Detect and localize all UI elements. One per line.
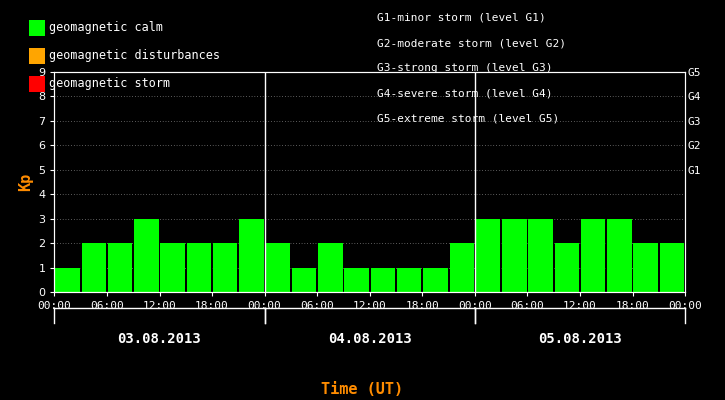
Text: G2-moderate storm (level G2): G2-moderate storm (level G2) bbox=[377, 38, 566, 48]
Text: 05.08.2013: 05.08.2013 bbox=[538, 332, 622, 346]
Bar bbox=[292, 268, 316, 292]
Text: G5-extreme storm (level G5): G5-extreme storm (level G5) bbox=[377, 114, 559, 124]
Bar bbox=[213, 243, 237, 292]
Bar bbox=[134, 219, 159, 292]
Bar bbox=[108, 243, 132, 292]
Bar bbox=[82, 243, 106, 292]
Text: G1-minor storm (level G1): G1-minor storm (level G1) bbox=[377, 13, 546, 23]
Bar bbox=[265, 243, 290, 292]
Bar bbox=[450, 243, 474, 292]
Text: G4-severe storm (level G4): G4-severe storm (level G4) bbox=[377, 89, 552, 99]
Bar bbox=[397, 268, 421, 292]
Bar bbox=[634, 243, 658, 292]
Bar bbox=[502, 219, 526, 292]
Bar bbox=[187, 243, 211, 292]
Text: G3-strong storm (level G3): G3-strong storm (level G3) bbox=[377, 64, 552, 74]
Bar bbox=[239, 219, 264, 292]
Bar bbox=[423, 268, 447, 292]
Bar bbox=[581, 219, 605, 292]
Text: 03.08.2013: 03.08.2013 bbox=[117, 332, 202, 346]
Bar bbox=[318, 243, 342, 292]
Bar bbox=[608, 219, 631, 292]
Bar bbox=[555, 243, 579, 292]
Bar bbox=[370, 268, 395, 292]
Bar bbox=[344, 268, 369, 292]
Text: geomagnetic storm: geomagnetic storm bbox=[49, 78, 170, 90]
Bar bbox=[529, 219, 552, 292]
Text: geomagnetic calm: geomagnetic calm bbox=[49, 22, 163, 34]
Y-axis label: Kp: Kp bbox=[17, 173, 33, 191]
Text: 04.08.2013: 04.08.2013 bbox=[328, 332, 412, 346]
Bar bbox=[660, 243, 684, 292]
Text: Time (UT): Time (UT) bbox=[321, 382, 404, 398]
Bar bbox=[55, 268, 80, 292]
Bar bbox=[476, 219, 500, 292]
Bar bbox=[160, 243, 185, 292]
Text: geomagnetic disturbances: geomagnetic disturbances bbox=[49, 50, 220, 62]
